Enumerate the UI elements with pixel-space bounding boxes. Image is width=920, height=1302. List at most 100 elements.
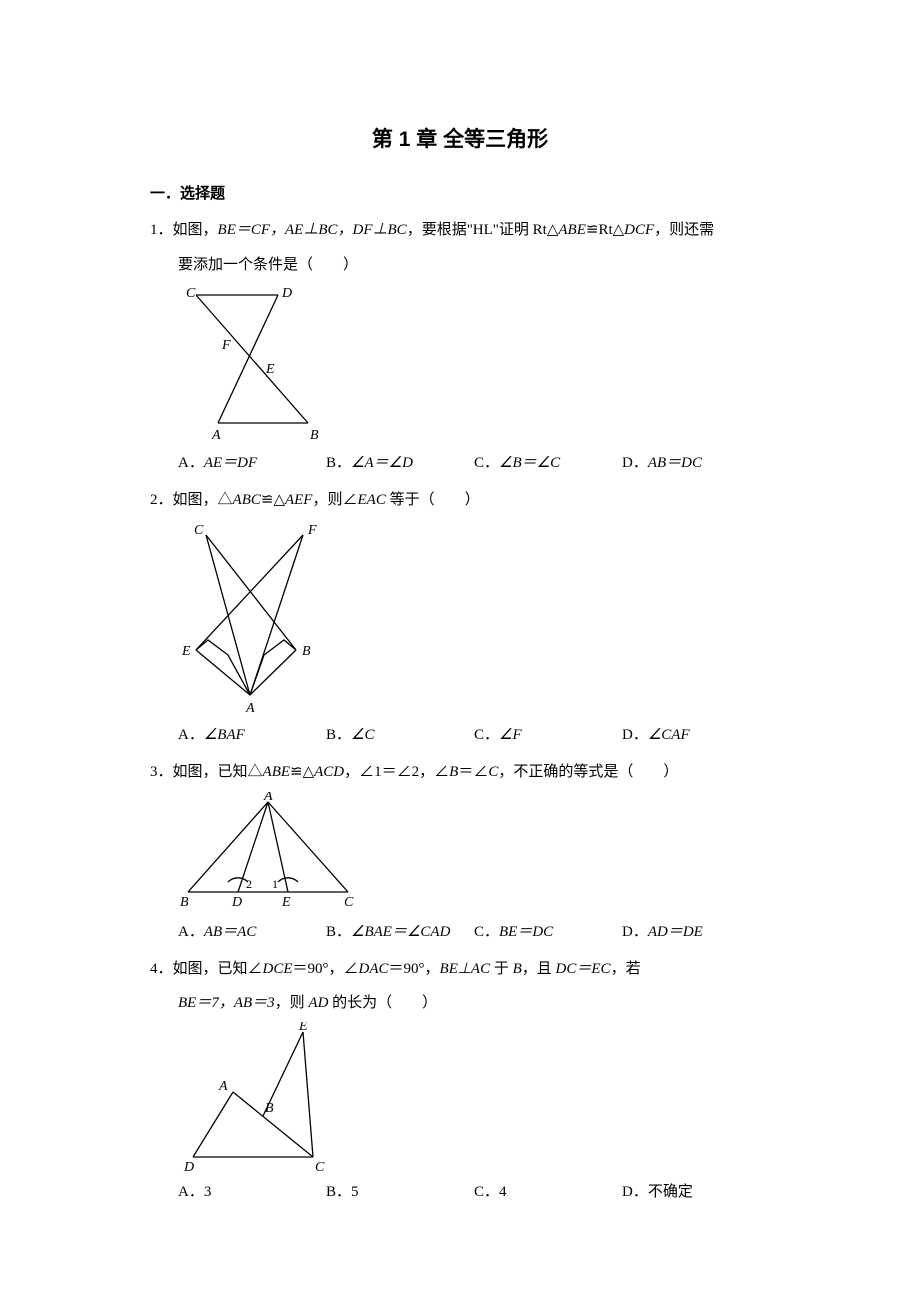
svg-text:B: B <box>302 644 311 659</box>
question-1: 1．如图，BE＝CF，AE⊥BC，DF⊥BC，要根据"HL"证明 Rt△ABE≌… <box>150 216 770 245</box>
svg-text:A: A <box>263 792 273 804</box>
q4-a1: DCE <box>263 961 293 977</box>
q2-c-text: ∠F <box>499 727 522 743</box>
q2-b-label: B． <box>326 727 351 743</box>
q3-b-label: B． <box>326 924 351 940</box>
q4-l2-post: 的长为（ ） <box>328 995 437 1011</box>
q3-mid: ，∠1＝∠2，∠ <box>344 764 449 780</box>
q3-opt-a: A．AB＝AC <box>178 918 326 947</box>
q2-a-text: ∠BAF <box>204 727 245 743</box>
q3-tri2: ACD <box>314 764 344 780</box>
q2-opt-d: D．∠CAF <box>622 721 770 750</box>
section-heading: 一．选择题 <box>150 180 770 209</box>
svg-text:B: B <box>180 895 189 910</box>
q4-d-text: 不确定 <box>648 1184 693 1200</box>
q2-a-label: A． <box>178 727 204 743</box>
svg-text:F: F <box>221 338 231 353</box>
q4-l2-vars: BE＝7，AB＝3 <box>178 995 275 1011</box>
q2-ang: EAC <box>358 492 386 508</box>
q1-post: ，则还需 <box>654 222 714 238</box>
q2-cong: ≌△ <box>261 492 285 508</box>
q2-diagram: C F E B A <box>178 520 348 715</box>
q4-b-label: B． <box>326 1184 351 1200</box>
q1-b-label: B． <box>326 455 351 471</box>
question-1-figure: C D F E A B <box>150 283 770 443</box>
q2-d-label: D． <box>622 727 648 743</box>
q3-post: ，不正确的等式是（ ） <box>498 764 678 780</box>
q3-opt-b: B．∠BAE＝∠CAD <box>326 918 474 947</box>
q1-c-text: ∠B＝∠C <box>499 455 560 471</box>
q3-b-text: ∠BAE＝∠CAD <box>351 924 450 940</box>
q2-opt-c: C．∠F <box>474 721 622 750</box>
q2-tri1: ABC <box>233 492 261 508</box>
question-4-line2: BE＝7，AB＝3，则 AD 的长为（ ） <box>150 989 770 1018</box>
q3-d-text: AD＝DE <box>648 924 703 940</box>
q4-end: ，若 <box>611 961 641 977</box>
svg-text:E: E <box>181 644 191 659</box>
q4-opt-a: A．3 <box>178 1178 326 1207</box>
question-1-options: A．AE＝DF B．∠A＝∠D C．∠B＝∠C D．AB＝DC <box>150 449 770 478</box>
svg-text:F: F <box>307 523 317 538</box>
svg-text:E: E <box>281 895 291 910</box>
q4-c-text: 4 <box>499 1184 507 1200</box>
question-4-figure: E A B D C <box>150 1022 770 1172</box>
q3-cong: ≌△ <box>290 764 314 780</box>
question-2-figure: C F E B A <box>150 520 770 715</box>
q4-c-label: C． <box>474 1184 499 1200</box>
question-2-options: A．∠BAF B．∠C C．∠F D．∠CAF <box>150 721 770 750</box>
q1-tri2: DCF <box>624 222 654 238</box>
q3-a-label: A． <box>178 924 204 940</box>
q3-c-label: C． <box>474 924 499 940</box>
question-4-options: A．3 B．5 C．4 D．不确定 <box>150 1178 770 1207</box>
q3-tri1: ABE <box>263 764 291 780</box>
q4-opt-c: C．4 <box>474 1178 622 1207</box>
svg-text:B: B <box>310 428 319 443</box>
q3-opt-c: C．BE＝DC <box>474 918 622 947</box>
svg-text:D: D <box>183 1160 194 1172</box>
q2-b-text: ∠C <box>351 727 374 743</box>
q2-opt-b: B．∠C <box>326 721 474 750</box>
q4-perp: BE⊥AC <box>440 961 491 977</box>
q3-diagram: A B D E C 2 1 <box>178 792 378 912</box>
q1-a-label: A． <box>178 455 204 471</box>
q1-vars: BE＝CF，AE⊥BC，DF⊥BC <box>218 222 407 238</box>
svg-text:E: E <box>298 1022 308 1034</box>
q1-cong: ≌Rt△ <box>586 222 624 238</box>
svg-text:1: 1 <box>272 877 278 891</box>
q1-opt-d: D．AB＝DC <box>622 449 770 478</box>
q4-pre: 如图，已知∠ <box>173 961 263 977</box>
q2-pre: 如图，△ <box>173 492 233 508</box>
q3-c-text: BE＝DC <box>499 924 553 940</box>
q1-stem-pre: 如图， <box>173 222 218 238</box>
q2-opt-a: A．∠BAF <box>178 721 326 750</box>
question-3-options: A．AB＝AC B．∠BAE＝∠CAD C．BE＝DC D．AD＝DE <box>150 918 770 947</box>
q4-a2: DAC <box>359 961 389 977</box>
question-3: 3．如图，已知△ABE≌△ACD，∠1＝∠2，∠B＝∠C，不正确的等式是（ ） <box>150 758 770 787</box>
q1-diagram: C D F E A B <box>178 283 348 443</box>
q3-eq: ＝∠ <box>458 764 488 780</box>
q4-b-text: 5 <box>351 1184 359 1200</box>
svg-text:A: A <box>245 701 255 715</box>
q3-v2: C <box>488 764 498 780</box>
svg-text:A: A <box>218 1079 228 1094</box>
q4-l2-var: AD <box>308 995 328 1011</box>
q1-tri1: ABE <box>558 222 586 238</box>
q4-m1: ＝90°，∠ <box>293 961 359 977</box>
q4-m2: ＝90°， <box>389 961 440 977</box>
q3-d-label: D． <box>622 924 648 940</box>
q3-num: 3． <box>150 764 173 780</box>
q2-d-text: ∠CAF <box>648 727 690 743</box>
q1-d-text: AB＝DC <box>648 455 702 471</box>
q2-post: ，则∠ <box>312 492 357 508</box>
q2-num: 2． <box>150 492 173 508</box>
q4-diagram: E A B D C <box>178 1022 348 1172</box>
q4-num: 4． <box>150 961 173 977</box>
q4-post: ，且 <box>522 961 556 977</box>
q4-l2-mid: ，则 <box>275 995 309 1011</box>
q1-opt-c: C．∠B＝∠C <box>474 449 622 478</box>
svg-text:2: 2 <box>246 877 252 891</box>
q1-c-label: C． <box>474 455 499 471</box>
q1-a-text: AE＝DF <box>204 455 257 471</box>
svg-text:C: C <box>315 1160 325 1172</box>
q3-a-text: AB＝AC <box>204 924 257 940</box>
